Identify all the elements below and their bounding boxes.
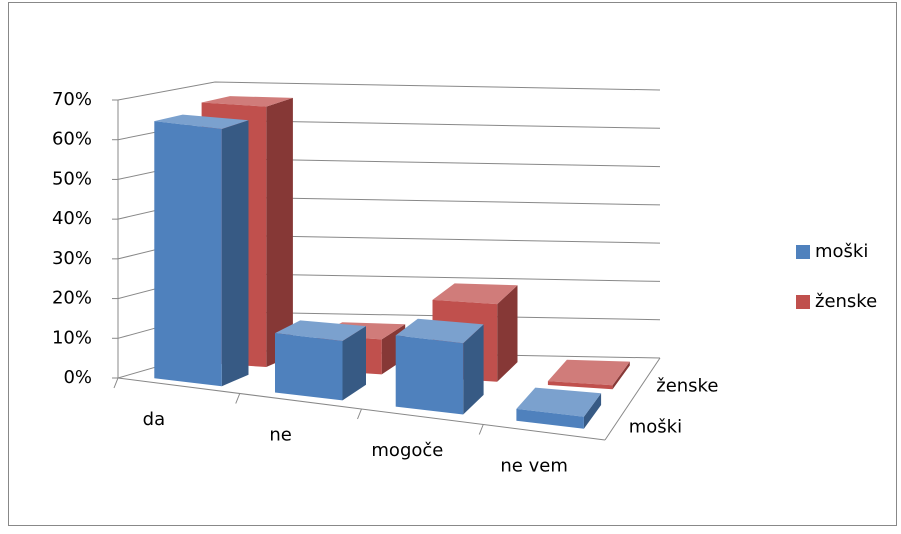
z-tick-label: moški [629, 417, 682, 438]
x-tick-label: ne [269, 424, 291, 445]
bar-side [266, 97, 293, 368]
bar-top [154, 114, 249, 129]
x-tick [235, 393, 241, 404]
bar-front [395, 335, 464, 415]
y-tick-label: 0% [63, 367, 92, 388]
y-tick-label: 20% [52, 288, 92, 309]
bar-top [516, 387, 602, 417]
x-tick [357, 408, 362, 420]
bar-top [547, 359, 630, 386]
legend-label: ženske [815, 291, 877, 312]
bar [154, 114, 249, 387]
bar [275, 320, 366, 401]
y-tick-label: 50% [52, 168, 92, 189]
grid-line [117, 81, 661, 101]
bar-front [154, 121, 222, 387]
bar-top [275, 320, 366, 341]
bar [395, 318, 484, 415]
legend-swatch [796, 245, 810, 259]
bar-top [201, 96, 293, 107]
bar-top [432, 283, 518, 305]
bar-top [395, 318, 484, 344]
legend-swatch [796, 295, 810, 309]
x-tick-label: da [143, 409, 165, 430]
x-tick [478, 424, 484, 435]
bar-side [463, 324, 484, 415]
y-tick-label: 40% [52, 208, 92, 229]
bar [547, 359, 630, 390]
legend-label: moški [815, 241, 868, 262]
x-tick-label: ne vem [500, 455, 567, 476]
bar-side [497, 285, 518, 382]
bar [516, 387, 602, 429]
x-tick [113, 377, 119, 389]
x-tick-label: mogoče [371, 440, 443, 461]
chart-border [8, 2, 897, 526]
bar-side [583, 393, 602, 429]
z-tick-label: ženske [656, 376, 718, 397]
y-tick-label: 60% [52, 129, 92, 150]
bar-side [221, 120, 249, 387]
y-tick-label: 30% [52, 248, 92, 269]
bar-front [275, 333, 343, 401]
bar-side [612, 361, 630, 390]
z-axis [604, 357, 661, 441]
bar-front [516, 408, 584, 429]
bar-side [342, 326, 366, 401]
bar-front [547, 381, 613, 390]
y-tick-label: 10% [52, 327, 92, 348]
y-tick-label: 70% [52, 89, 92, 110]
